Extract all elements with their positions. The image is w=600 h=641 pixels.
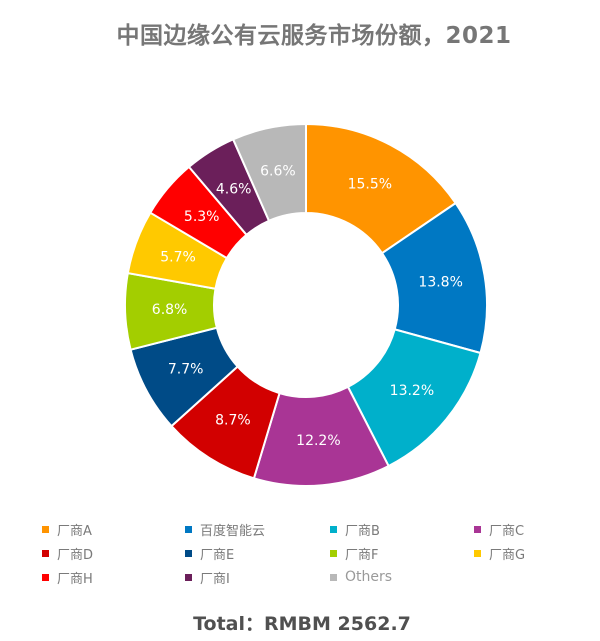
slice-value-label: 6.8% — [152, 302, 188, 318]
legend-swatch-icon — [185, 525, 192, 533]
donut-slice — [231, 122, 307, 223]
legend-item-baidu-ai-cloud: 百度智能云 — [185, 519, 265, 539]
legend-label: 百度智能云 — [200, 523, 266, 539]
legend-swatch-icon — [330, 525, 337, 533]
legend-label: 厂商G — [489, 547, 526, 563]
legend-label: 厂商A — [57, 523, 92, 539]
legend-label: 厂商B — [345, 523, 380, 539]
legend-item-vendor-e: 厂商E — [185, 543, 234, 563]
slice-value-label: 7.7% — [168, 361, 204, 377]
slice-value-label: 5.7% — [160, 249, 196, 265]
donut-chart: 15.5% 13.8% 13.2% 12.2% 8.7% 7.7% 6.8% 5.7% 5.3%… — [124, 122, 488, 487]
legend-item-others: Others — [330, 567, 392, 587]
legend-item-vendor-d: 厂商D — [42, 543, 93, 563]
legend-label: Others — [345, 569, 393, 585]
legend-swatch-icon — [42, 573, 49, 581]
slice-value-label: 12.2% — [296, 433, 340, 449]
legend-swatch-icon — [185, 549, 192, 557]
donut-slices — [124, 122, 488, 487]
legend-swatch-icon — [474, 549, 481, 557]
legend-label: 厂商I — [200, 571, 230, 587]
legend-label: 厂商H — [57, 571, 93, 587]
legend-swatch-icon — [330, 549, 337, 557]
slice-value-label: 4.6% — [216, 181, 252, 197]
legend-swatch-icon — [330, 573, 337, 581]
legend-item-vendor-h: 厂商H — [42, 567, 93, 587]
legend-item-vendor-g: 厂商G — [474, 543, 525, 563]
total-market-size: Total：RMBM 2562.7 — [193, 613, 411, 635]
chart-legend: 厂商A 百度智能云 厂商B 厂商C 厂商D 厂商E 厂商F 厂商G 厂商H 厂商… — [0, 519, 600, 599]
legend-item-vendor-i: 厂商I — [185, 567, 230, 587]
legend-swatch-icon — [42, 549, 49, 557]
legend-item-vendor-a: 厂商A — [42, 519, 92, 539]
slice-value-label: 8.7% — [215, 412, 251, 428]
slice-value-label: 15.5% — [348, 176, 392, 192]
legend-item-vendor-c: 厂商C — [474, 519, 524, 539]
legend-label: 厂商D — [57, 547, 94, 563]
slice-value-label: 13.8% — [418, 275, 462, 291]
legend-label: 厂商E — [200, 547, 235, 563]
legend-label: 厂商C — [489, 523, 525, 539]
slice-value-label: 5.3% — [184, 209, 220, 225]
donut-slice-labels: 15.5% 13.8% 13.2% 12.2% 8.7% 7.7% 6.8% 5.7% 5.3%… — [152, 163, 463, 449]
legend-swatch-icon — [185, 573, 192, 581]
legend-swatch-icon — [474, 525, 481, 533]
slice-value-label: 6.6% — [260, 163, 296, 179]
slice-value-label: 13.2% — [390, 383, 434, 399]
legend-swatch-icon — [42, 525, 49, 533]
legend-item-vendor-b: 厂商B — [330, 519, 380, 539]
legend-label: 厂商F — [345, 547, 379, 563]
chart-title: 中国边缘公有云服务市场份额，2021 — [116, 23, 512, 49]
legend-item-vendor-f: 厂商F — [330, 543, 378, 563]
